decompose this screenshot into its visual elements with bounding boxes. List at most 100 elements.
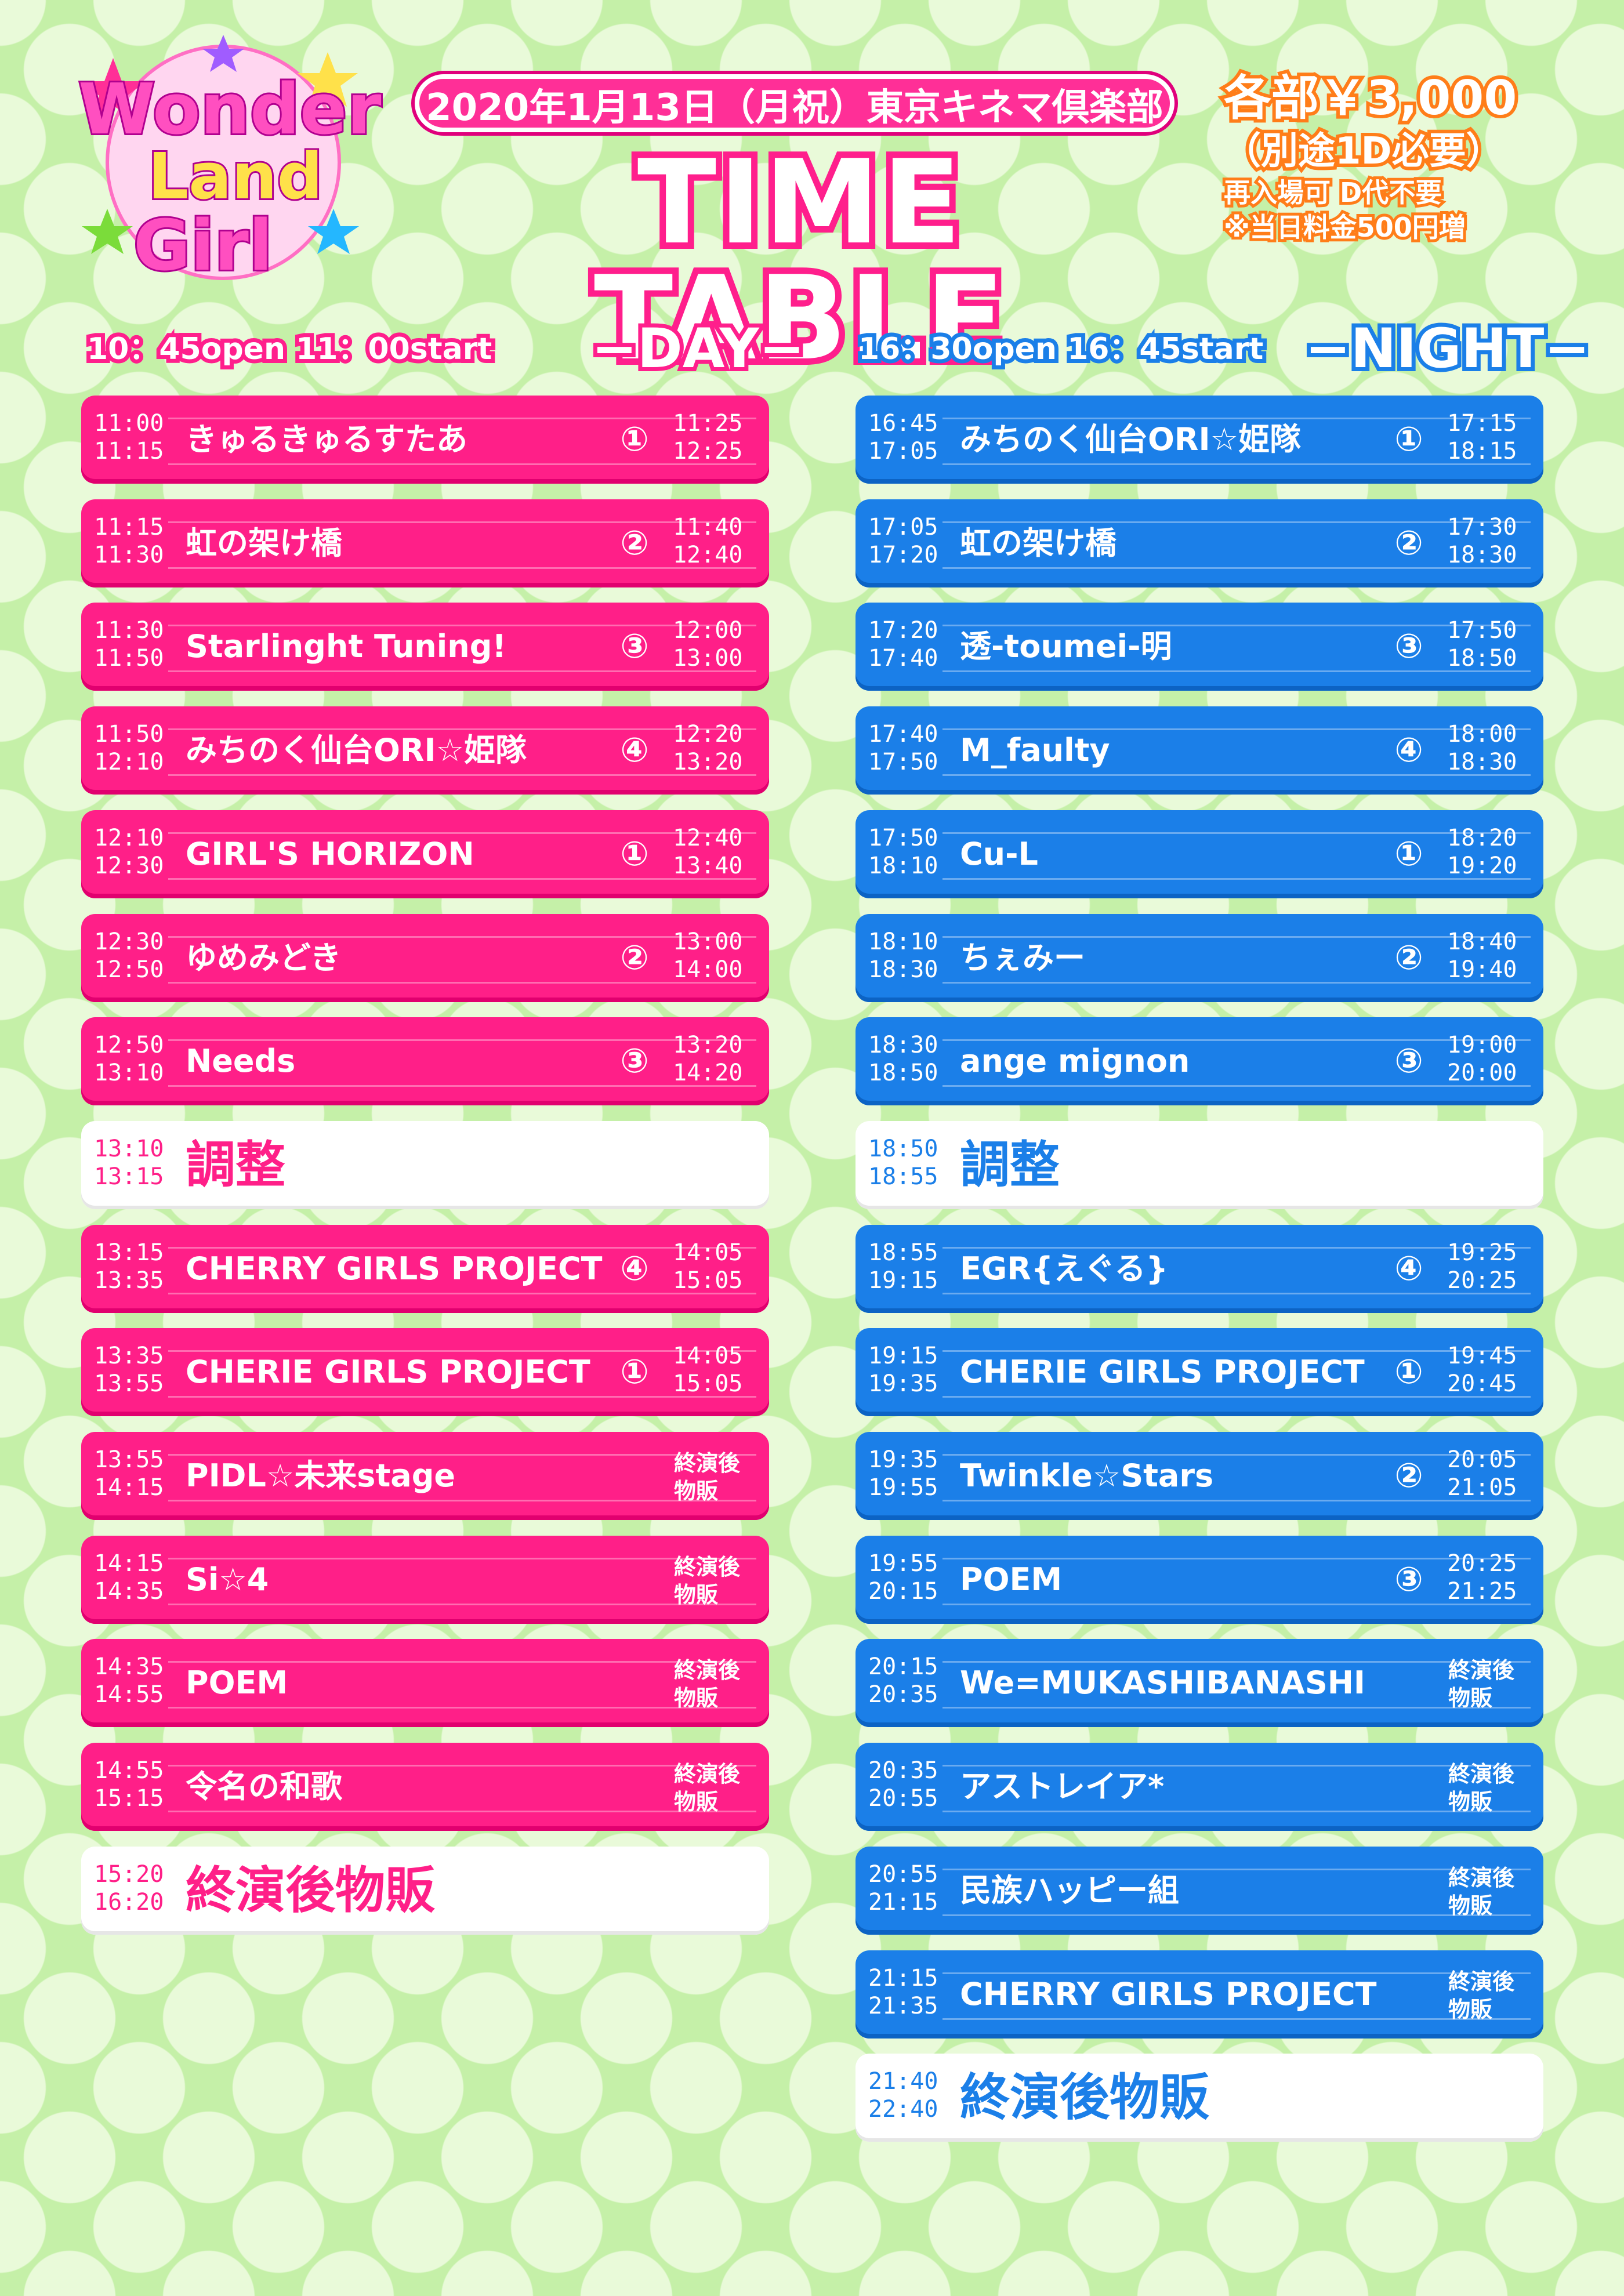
stage-number: ②	[620, 938, 649, 977]
end-time: 18:30	[868, 956, 938, 983]
row-frame	[168, 832, 756, 880]
start-time: 18:55	[868, 1239, 938, 1266]
stage-number: ④	[620, 1249, 649, 1288]
goods-end-time: 21:25	[1447, 1578, 1517, 1605]
goods-start-time: 12:20	[673, 721, 743, 748]
row-frame	[168, 418, 756, 465]
start-time: 17:20	[868, 617, 938, 644]
end-time: 12:30	[94, 853, 164, 879]
goods-after-show: 終演後物販	[1448, 1969, 1515, 2022]
act-name: 透-toumei-明	[960, 628, 1172, 665]
row-frame	[168, 728, 756, 776]
row-frame	[168, 1558, 756, 1605]
goods-after-show: 終演後物販	[1448, 1761, 1515, 1815]
row-frame	[942, 1039, 1531, 1087]
end-time: 11:50	[94, 645, 164, 672]
end-time: 19:55	[868, 1474, 938, 1501]
goods-start-time: 18:20	[1447, 825, 1517, 851]
end-time: 14:35	[94, 1578, 164, 1605]
start-time: 11:50	[94, 721, 164, 748]
row-frame	[942, 521, 1531, 569]
logo-word-1: Wonder	[77, 68, 383, 152]
night-act-row: 16:45 17:05 みちのく仙台ORI☆姫隊 ① 17:15 18:15	[855, 396, 1543, 484]
start-time: 17:05	[868, 514, 938, 541]
act-name: みちのく仙台ORI☆姫隊	[960, 421, 1301, 458]
goods-start-time: 19:45	[1447, 1343, 1517, 1369]
stage-number: ③	[620, 1041, 649, 1080]
stage-number: ③	[620, 626, 649, 666]
end-time: 18:10	[868, 853, 938, 879]
row-frame	[942, 1972, 1531, 2020]
start-time: 20:15	[868, 1653, 938, 1680]
goods-end-time: 14:00	[673, 956, 743, 983]
act-name: Starlinght Tuning!	[186, 628, 506, 665]
end-time: 20:35	[868, 1681, 938, 1708]
stage-number: ④	[1394, 730, 1423, 770]
act-name: EGR{えぐる}	[960, 1250, 1168, 1287]
goods-end-time: 21:05	[1447, 1474, 1517, 1501]
stage-number: ②	[1394, 523, 1423, 563]
start-time: 13:10	[94, 1136, 164, 1162]
end-time: 17:50	[868, 749, 938, 775]
act-name: GIRL'S HORIZON	[186, 836, 474, 872]
act-name: 虹の架け橋	[186, 525, 342, 561]
night-act-row: 18:30 18:50 ange mignon ③ 19:00 20:00	[855, 1017, 1543, 1105]
day-act-row: 11:50 12:10 みちのく仙台ORI☆姫隊 ④ 12:20 13:20	[81, 706, 769, 795]
row-frame	[168, 1765, 756, 1812]
row-frame	[168, 1661, 756, 1709]
end-time: 18:50	[868, 1060, 938, 1086]
row-frame	[168, 1039, 756, 1087]
day-break-row: 15:20 16:20 終演後物販	[81, 1847, 769, 1935]
night-act-row: 17:05 17:20 虹の架け橋 ② 17:30 18:30	[855, 499, 1543, 587]
goods-start-time: 19:25	[1447, 1239, 1517, 1266]
act-name: PIDL☆未来stage	[186, 1457, 455, 1494]
end-time: 21:35	[868, 1993, 938, 2019]
night-break-row: 18:50 18:55 調整	[855, 1121, 1543, 1209]
row-frame	[942, 1454, 1531, 1501]
act-name: CHERRY GIRLS PROJECT	[960, 1976, 1377, 2012]
night-act-row: 17:50 18:10 Cu-L ① 18:20 19:20	[855, 810, 1543, 898]
day-open-time: 10：45open 11：00start	[83, 328, 496, 371]
start-time: 13:55	[94, 1446, 164, 1473]
price-info: 各部￥3,000 （別途1D必要） 再入場可 D代不要 ※当日料金500円増	[1220, 67, 1572, 246]
goods-end-time: 14:20	[673, 1060, 743, 1086]
goods-start-time: 17:15	[1447, 410, 1517, 437]
start-time: 14:55	[94, 1757, 164, 1784]
goods-end-time: 18:15	[1447, 438, 1517, 465]
goods-start-time: 19:00	[1447, 1032, 1517, 1058]
act-name: 民族ハッピー組	[960, 1872, 1179, 1909]
goods-start-time: 14:05	[673, 1343, 743, 1369]
row-frame	[168, 1454, 756, 1501]
day-act-row: 14:35 14:55 POEM 終演後物販	[81, 1639, 769, 1727]
night-act-row: 20:35 20:55 アストレイア* 終演後物販	[855, 1743, 1543, 1831]
goods-end-time: 20:00	[1447, 1060, 1517, 1086]
goods-start-time: 13:20	[673, 1032, 743, 1058]
start-time: 21:15	[868, 1965, 938, 1992]
row-frame	[942, 625, 1531, 672]
stage-number: ①	[1394, 1352, 1423, 1391]
row-frame	[168, 1350, 756, 1398]
row-frame	[942, 832, 1531, 880]
night-act-row: 17:20 17:40 透-toumei-明 ③ 17:50 18:50	[855, 603, 1543, 691]
row-frame	[942, 418, 1531, 465]
act-name: ちぇみー	[960, 940, 1085, 976]
act-name: ange mignon	[960, 1043, 1190, 1079]
night-header: 16：30open 16：45start −NIGHT−	[854, 316, 1594, 382]
goods-start-time: 18:40	[1447, 928, 1517, 955]
night-act-row: 20:55 21:15 民族ハッピー組 終演後物販	[855, 1847, 1543, 1935]
row-frame	[942, 1661, 1531, 1709]
act-name: Needs	[186, 1043, 296, 1079]
act-name: We=MUKASHIBANASHI	[960, 1664, 1366, 1701]
end-time: 19:15	[868, 1267, 938, 1294]
stage-number: ①	[1394, 834, 1423, 873]
act-name: POEM	[186, 1664, 288, 1701]
goods-end-time: 15:05	[673, 1370, 743, 1397]
goods-end-time: 12:40	[673, 542, 743, 568]
row-frame	[942, 1869, 1531, 1916]
goods-after-show: 終演後物販	[674, 1450, 741, 1504]
goods-after-show: 終演後物販	[674, 1554, 741, 1608]
page-title: TIME TABLE	[588, 135, 1011, 386]
start-time: 11:00	[94, 410, 164, 437]
start-time: 20:35	[868, 1757, 938, 1784]
night-act-row: 17:40 17:50 M_faulty ④ 18:00 18:30	[855, 706, 1543, 795]
